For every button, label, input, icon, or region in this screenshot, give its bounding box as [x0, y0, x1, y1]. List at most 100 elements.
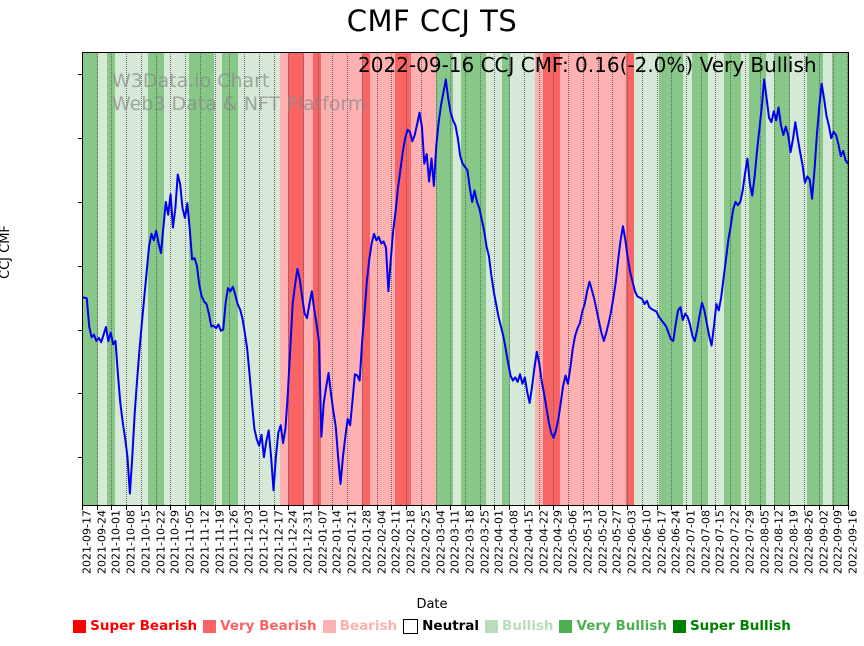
gridline-vertical: [376, 52, 378, 505]
x-tick-label: 2022-09-09: [831, 510, 845, 574]
x-tick-label: 2021-10-22: [154, 510, 168, 574]
x-tick-label: 2021-12-31: [301, 510, 315, 574]
gridline-vertical: [523, 52, 525, 505]
regime-band: [444, 52, 454, 505]
x-tick-mark: [155, 506, 157, 510]
legend-item[interactable]: Bearish: [322, 618, 397, 634]
x-tick-label: 2022-09-02: [817, 510, 831, 574]
x-tick-label: 2021-12-10: [257, 510, 271, 574]
x-tick-mark: [302, 506, 304, 510]
regime-band: [131, 52, 141, 505]
y-tick-mark: [78, 329, 82, 331]
x-tick-label: 2022-05-06: [566, 510, 580, 574]
regime-band: [707, 52, 717, 505]
y-tick-mark: [78, 265, 82, 267]
x-tick-label: 2022-08-12: [772, 510, 786, 574]
gridline-vertical: [818, 52, 820, 505]
x-tick-label: 2022-04-08: [507, 510, 521, 574]
gridline-vertical: [715, 52, 717, 505]
x-tick-mark: [317, 506, 319, 510]
legend-item[interactable]: Super Bullish: [672, 618, 791, 634]
x-tick-label: 2021-10-29: [168, 510, 182, 574]
gridline-vertical: [612, 52, 614, 505]
page-title: CMF CCJ TS: [346, 4, 518, 38]
x-tick-mark: [435, 506, 437, 510]
gridline-vertical: [302, 52, 304, 505]
regime-band: [394, 52, 404, 505]
x-tick-mark: [450, 506, 452, 510]
legend-item[interactable]: Super Bearish: [73, 618, 197, 634]
gridline-vertical: [317, 52, 319, 505]
x-tick-label: 2022-09-16: [846, 510, 860, 574]
legend-item[interactable]: Very Bullish: [559, 618, 667, 634]
x-tick-label: 2022-01-21: [345, 510, 359, 574]
gridline-vertical: [597, 52, 599, 505]
x-tick-mark: [361, 506, 363, 510]
x-tick-mark: [479, 506, 481, 510]
axis-spine-left: [82, 52, 83, 506]
regime-band: [576, 52, 586, 505]
x-tick-label: 2022-02-18: [404, 510, 418, 574]
regime-band: [90, 52, 100, 505]
regime-band: [139, 52, 149, 505]
gridline-vertical: [803, 52, 805, 505]
legend-item[interactable]: Bullish: [485, 618, 553, 634]
y-tick-mark: [78, 138, 82, 140]
regime-band: [551, 52, 561, 505]
regime-band: [683, 52, 693, 505]
regime-band: [411, 52, 421, 505]
x-tick-mark: [288, 506, 290, 510]
x-tick-mark: [332, 506, 334, 510]
regime-band: [427, 52, 437, 505]
x-tick-label: 2022-05-20: [596, 510, 610, 574]
legend-swatch-icon: [672, 619, 686, 633]
legend-swatch-icon: [203, 619, 217, 633]
x-axis-label: Date: [416, 597, 448, 612]
regime-band: [502, 52, 511, 505]
regime-band: [222, 52, 231, 505]
gridline-vertical: [214, 52, 216, 505]
x-tick-mark: [818, 506, 820, 510]
regime-band: [485, 52, 495, 505]
regime-band: [567, 52, 577, 505]
gridline-vertical: [582, 52, 584, 505]
regime-bands: [82, 52, 848, 505]
regime-band: [279, 52, 289, 505]
regime-band: [526, 52, 536, 505]
regime-band: [230, 52, 240, 505]
gridline-vertical: [347, 52, 349, 505]
regime-band: [765, 52, 775, 505]
x-tick-mark: [258, 506, 260, 510]
regime-band: [699, 52, 709, 505]
watermark-line-1: W3Data.io Chart: [112, 70, 270, 92]
x-tick-label: 2022-03-04: [434, 510, 448, 574]
x-tick-mark: [347, 506, 349, 510]
gridline-vertical: [568, 52, 570, 505]
x-tick-label: 2021-11-26: [227, 510, 241, 574]
legend-item[interactable]: Neutral: [403, 618, 479, 634]
gridline-vertical: [185, 52, 187, 505]
gridline-vertical: [126, 52, 128, 505]
x-tick-label: 2021-11-12: [198, 510, 212, 574]
regime-band: [617, 52, 627, 505]
x-tick-label: 2022-08-19: [787, 510, 801, 574]
latest-value-annotation: 2022-09-16 CCJ CMF: 0.16(-2.0%) Very Bul…: [358, 53, 817, 77]
gridline-vertical: [833, 52, 835, 505]
x-tick-label: 2022-06-17: [655, 510, 668, 574]
legend-item[interactable]: Very Bearish: [203, 618, 317, 634]
x-tick-mark: [406, 506, 408, 510]
x-tick-mark: [376, 506, 378, 510]
gridline-vertical: [641, 52, 643, 505]
x-tick-mark: [627, 506, 629, 510]
x-tick-mark: [523, 506, 525, 510]
x-tick-mark: [509, 506, 511, 510]
regime-band: [452, 52, 462, 505]
legend-swatch-icon: [485, 619, 499, 633]
regime-band: [584, 52, 594, 505]
gridline-vertical: [744, 52, 746, 505]
x-tick-mark: [803, 506, 805, 510]
x-tick-label: 2021-11-19: [213, 510, 227, 574]
regime-band: [246, 52, 256, 505]
legend-label: Neutral: [422, 618, 480, 634]
gridline-vertical: [494, 52, 496, 505]
